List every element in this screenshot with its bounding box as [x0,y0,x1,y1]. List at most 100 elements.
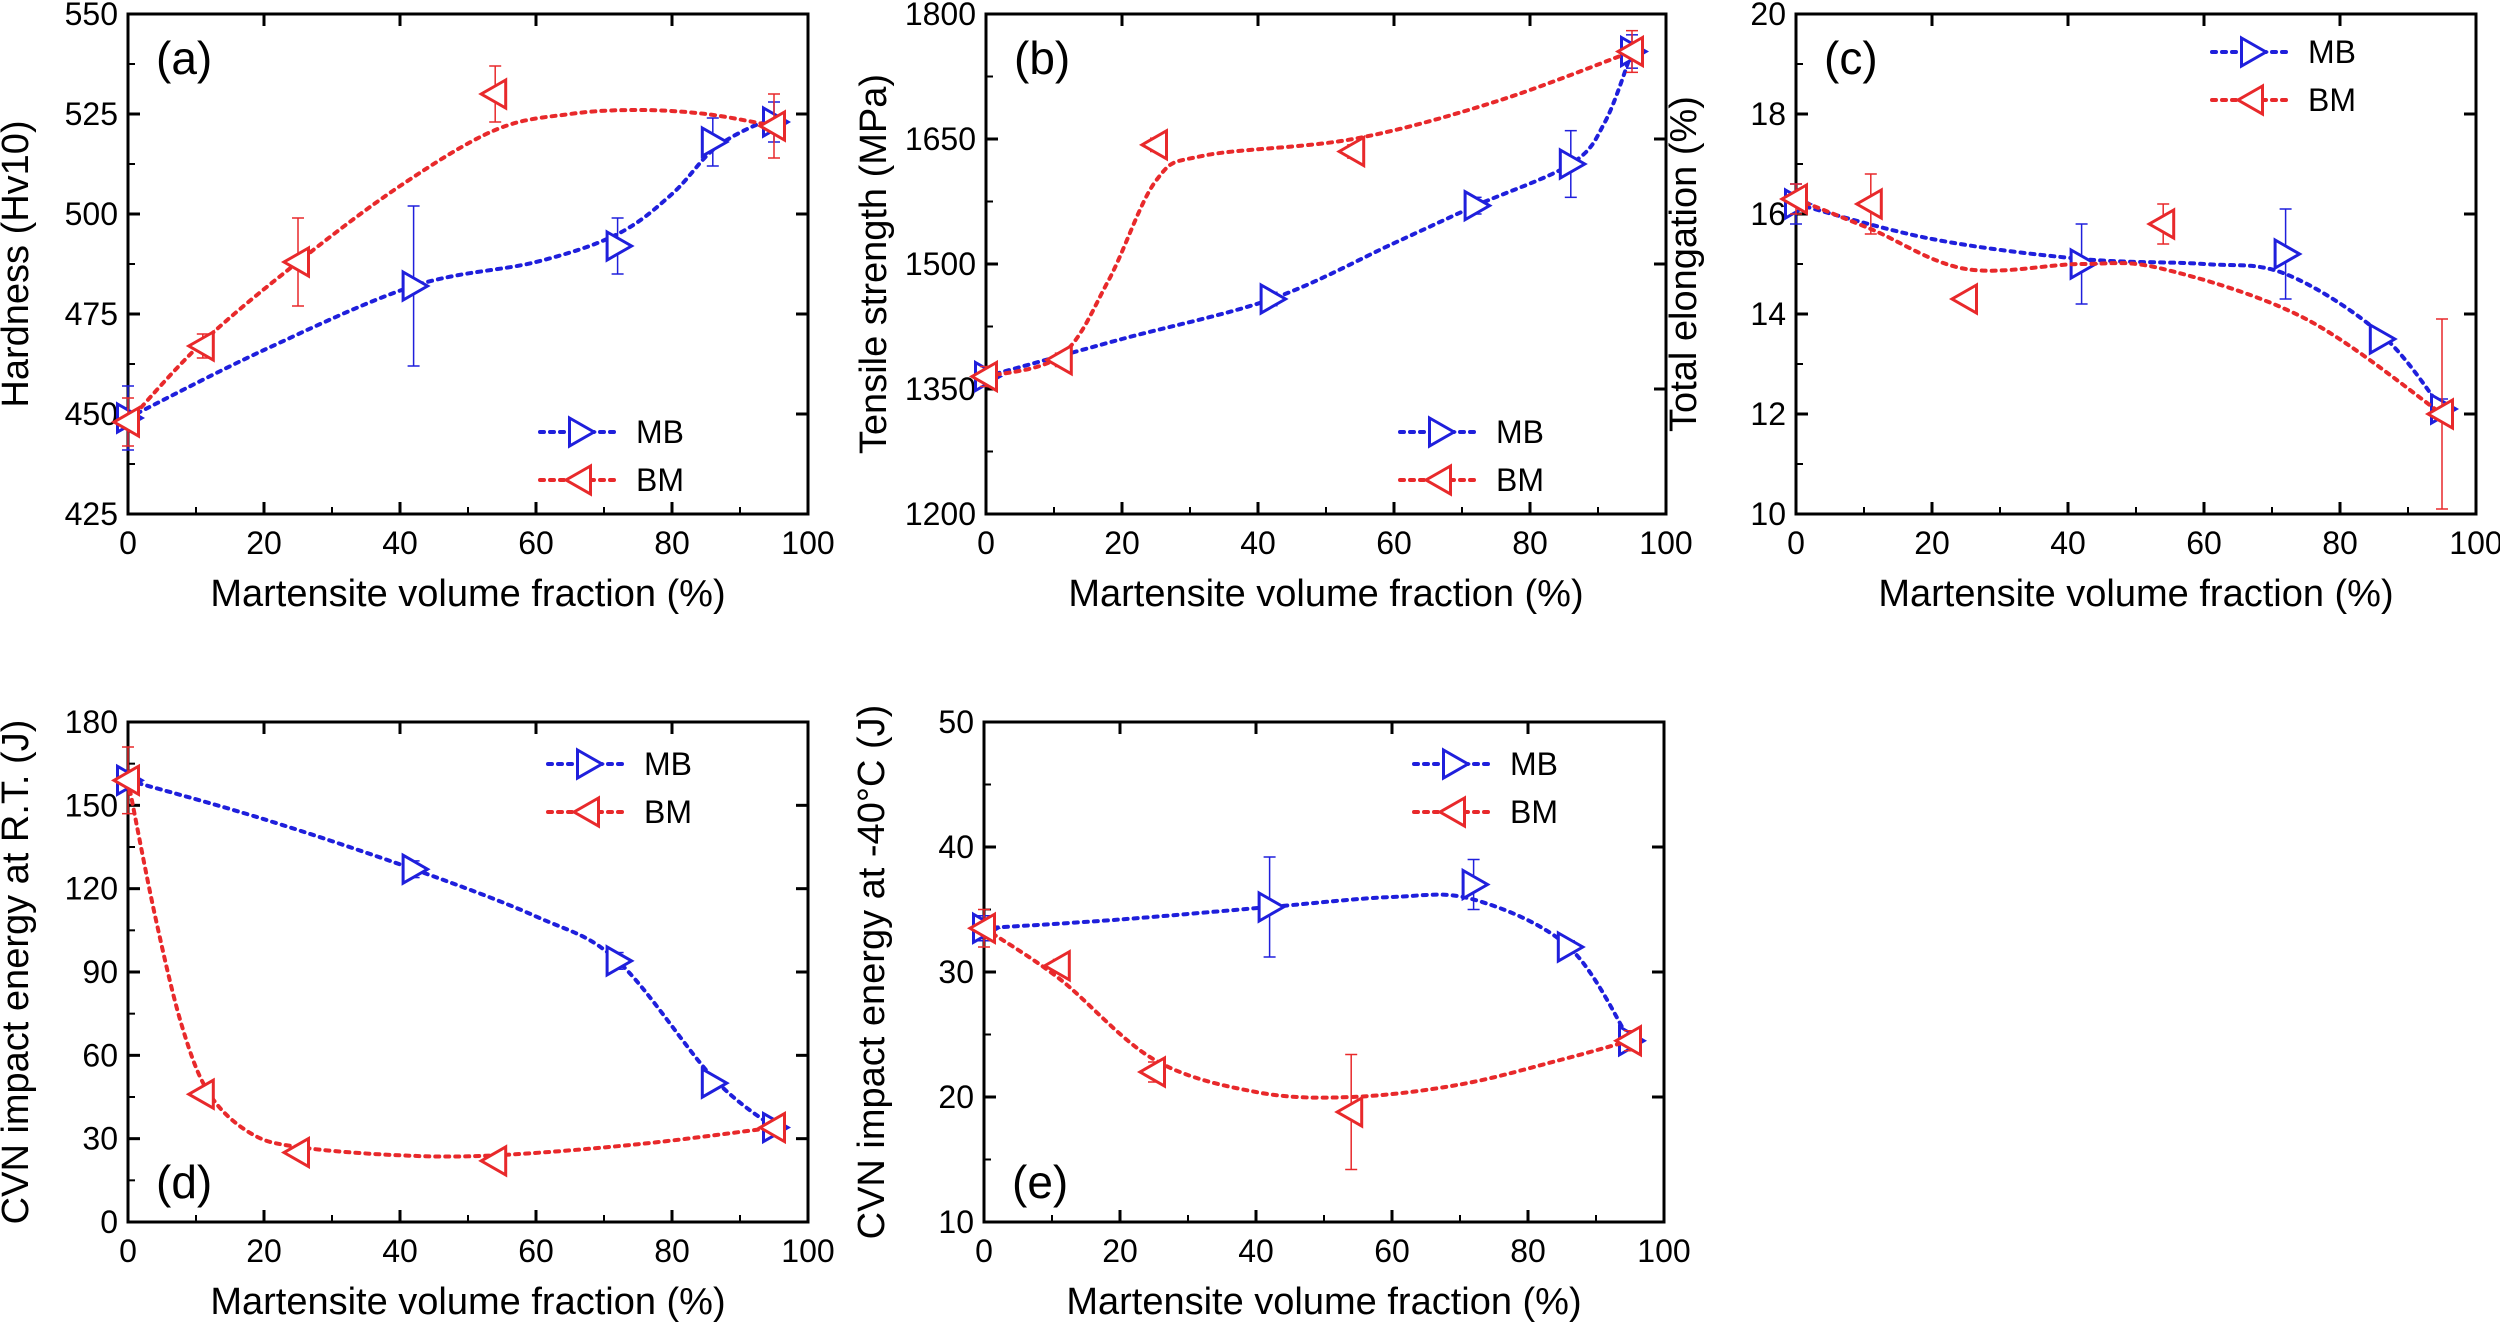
x-tick-label: 40 [2050,525,2086,561]
x-tick-label: 20 [246,525,282,561]
y-tick-label: 30 [938,954,974,990]
x-tick-label: 0 [1787,525,1805,561]
legend: MB BM [1398,414,1544,498]
y-tick-label: 20 [938,1079,974,1115]
data-point-mb [700,1066,730,1100]
y-tick-label: 60 [82,1037,118,1073]
data-point-bm [1041,949,1071,983]
x-axis-title: Martensite volume fraction (%) [210,573,725,615]
data-point-bm [756,109,786,143]
chart-panel-a: 0 20 40 60 80 100 425 450 475 500 525 550 Martensite… [0,0,835,615]
y-axis-title: CVN impact energy at R.T. (J) [0,720,37,1225]
y-tick-label: 16 [1750,196,1786,232]
x-tick-label: 40 [382,525,418,561]
y-tick-label: 30 [82,1121,118,1157]
data-point-mb [1558,147,1588,181]
x-axis-title: Martensite volume fraction (%) [1068,573,1583,615]
y-tick-label: 50 [938,704,974,740]
y-tick-label: 20 [1750,0,1786,32]
data-point-mb [2368,322,2398,356]
y-tick-label: 120 [65,871,118,907]
data-point-bm [1138,128,1168,162]
plot-frame [126,720,810,1224]
panel-label: (a) [156,32,212,84]
legend-label-mb: MB [2308,34,2356,70]
legend-marker-mb [1428,415,1458,449]
chart-panel-c: 0 20 40 60 80 100 10 12 14 16 18 20 Martensite volum… [1663,0,2500,615]
panel-label: (d) [156,1156,212,1208]
data-point-mb [605,229,635,263]
fit-curve-bm [984,49,1634,379]
y-tick-label: 475 [65,296,118,332]
data-point-bm [478,77,508,111]
x-tick-label: 100 [1637,1233,1690,1269]
fit-curve-mb [126,120,776,420]
fit-curve-mb [1794,202,2444,411]
chart-panel-b: 0 20 40 60 80 100 1200 1350 1500 1650 1800 Martensi… [853,0,1693,615]
y-tick-label: 500 [65,196,118,232]
data-point-bm [1336,134,1366,169]
data-point-mb [605,944,635,978]
y-tick-label: 425 [65,496,118,532]
y-axis-title: CVN impact energy at -40°C (J) [851,705,893,1240]
legend-label-bm: BM [1510,794,1558,830]
panel-label: (e) [1012,1156,1068,1208]
data-point-bm [1612,1024,1642,1058]
legend-label-bm: BM [2308,82,2356,118]
panel-label: (b) [1014,32,1070,84]
y-tick-label: 12 [1750,396,1786,432]
legend-label-mb: MB [636,414,684,450]
y-tick-label: 18 [1750,96,1786,132]
x-tick-label: 100 [1639,525,1692,561]
x-tick-label: 20 [1914,525,1950,561]
data-point-bm [478,1144,508,1178]
y-tick-label: 180 [65,704,118,740]
data-point-bm [2146,207,2176,241]
data-point-mb [1259,282,1289,316]
data-point-bm [756,1110,786,1145]
fit-curve-bm [126,778,776,1159]
data-point-bm [966,911,996,945]
x-tick-label: 0 [119,1233,137,1269]
x-tick-label: 0 [977,525,995,561]
y-axis-title: Hardness (Hv10) [0,120,37,407]
legend: MB BM [538,414,684,498]
y-tick-label: 450 [65,396,118,432]
legend-label-mb: MB [1496,414,1544,450]
legend: MB BM [546,746,692,830]
data-point-bm [110,405,140,439]
x-tick-label: 60 [518,525,554,561]
data-point-bm [1614,34,1644,69]
x-tick-label: 80 [1512,525,1548,561]
x-tick-label: 60 [2186,525,2222,561]
y-tick-label: 1350 [905,371,976,407]
data-point-bm [280,245,310,279]
data-point-mb [401,269,431,303]
legend-marker-mb [568,415,598,449]
y-tick-label: 0 [100,1204,118,1240]
x-tick-label: 0 [119,525,137,561]
legend-marker-mb [2240,35,2270,69]
legend-label-bm: BM [636,462,684,498]
x-tick-label: 40 [1240,525,1276,561]
fit-curve-bm [1794,197,2444,416]
legend-marker-bm [1422,463,1452,497]
data-point-bm [1948,282,1978,316]
fit-curve-bm [126,107,776,424]
data-point-bm [2424,397,2454,431]
data-point-bm [1853,187,1883,221]
y-tick-label: 1650 [905,121,976,157]
x-tick-label: 0 [975,1233,993,1269]
panel-label: (c) [1824,32,1878,84]
plot-frame [984,12,1668,516]
x-tick-label: 100 [2449,525,2500,561]
x-tick-label: 20 [1104,525,1140,561]
data-point-bm [1778,182,1808,216]
x-tick-label: 40 [1238,1233,1274,1269]
y-tick-label: 1200 [905,496,976,532]
y-axis-title: Total elongation (%) [1663,96,1705,432]
y-tick-label: 40 [938,829,974,865]
legend-label-mb: MB [1510,746,1558,782]
y-tick-label: 525 [65,96,118,132]
